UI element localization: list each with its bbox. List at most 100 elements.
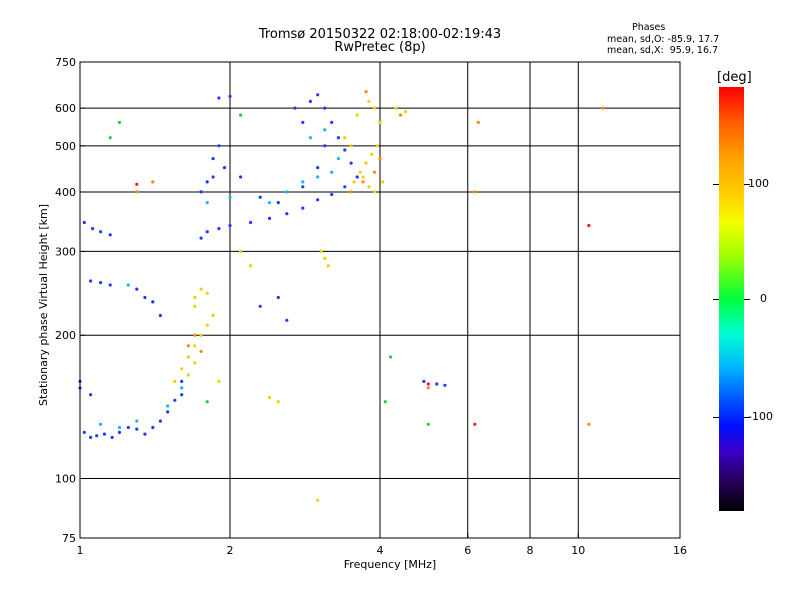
data-point [217,96,221,100]
data-point [349,190,353,194]
phase-colorbar [719,87,744,511]
data-point [117,430,122,434]
data-point [205,230,209,234]
data-point [199,333,203,337]
x-tick-label: 2 [227,544,234,557]
data-point [301,185,305,189]
data-point [426,422,430,426]
data-point [285,318,289,322]
data-point [343,185,347,189]
data-point [173,379,177,383]
data-point [110,435,114,439]
data-point [108,283,112,287]
data-point [228,223,232,228]
data-point [443,383,447,387]
data-point [166,410,170,414]
data-point [389,355,393,359]
data-point [276,400,280,404]
phase-stats-x: mean, sd,X: 95.9, 16.7 [607,45,719,56]
y-tick-label: 750 [55,56,76,69]
data-point [249,220,253,225]
data-point [473,422,477,426]
colorbar-label-minus-100: -100 [748,410,773,423]
data-point [211,175,215,179]
data-point [151,300,155,304]
y-tick-label: 300 [55,245,76,258]
data-point [193,304,197,308]
data-point [330,120,334,124]
data-point [316,166,320,170]
data-point [378,157,382,161]
chart-title: Tromsø 20150322 02:18:00-02:19:43 [258,27,502,42]
data-point [211,157,215,161]
data-point [258,304,262,308]
data-points [78,90,605,502]
data-point [117,120,122,124]
data-point [336,157,340,161]
data-point [228,94,232,98]
data-point [372,190,377,194]
data-point [99,230,103,234]
data-point [102,432,107,436]
data-point [370,152,374,156]
data-point [135,190,139,194]
y-tick-label: 75 [62,532,76,545]
data-point [358,170,362,174]
data-point [99,281,103,285]
data-point [587,223,591,228]
data-point [211,313,215,318]
data-point [367,99,371,103]
data-point [316,198,320,202]
x-axis-label: Frequency [MHz] [344,558,436,571]
data-point [308,99,312,103]
x-tick-label: 4 [377,544,384,557]
data-point [473,190,477,194]
data-point [276,295,280,300]
data-point [180,386,184,390]
data-point [186,373,190,377]
data-point [158,419,162,423]
y-tick-label: 100 [55,473,76,486]
data-point [151,180,155,184]
data-point [193,333,197,337]
data-point [361,180,365,184]
x-tick-label: 8 [527,544,534,557]
data-point [205,201,209,205]
data-point [186,355,190,359]
data-point [301,120,305,124]
data-point [151,425,155,430]
data-point [316,93,320,97]
data-point [239,113,243,117]
data-point [180,393,184,397]
data-point [399,113,403,117]
data-point [205,400,209,404]
data-point [361,175,365,179]
data-point [435,382,439,386]
data-point [228,195,232,199]
data-point [193,361,197,365]
data-point [378,120,382,124]
data-point [364,90,368,94]
data-point [587,422,591,426]
data-point [323,128,327,132]
data-point [258,195,262,199]
data-point [117,425,122,430]
data-point [249,264,253,268]
colorbar-unit: [deg] [717,70,752,85]
y-tick-label: 600 [55,102,76,115]
colorbar-tick [713,184,719,185]
data-point [394,106,398,110]
data-point [343,136,347,140]
data-point [276,201,280,205]
data-point [601,106,605,110]
data-point [82,430,86,434]
data-point [267,395,272,400]
data-point [355,113,359,117]
data-point [330,170,334,174]
phases-heading: Phases [632,22,666,33]
data-point [285,212,289,216]
data-point [217,379,221,383]
data-point [426,386,430,390]
data-point [199,287,203,291]
